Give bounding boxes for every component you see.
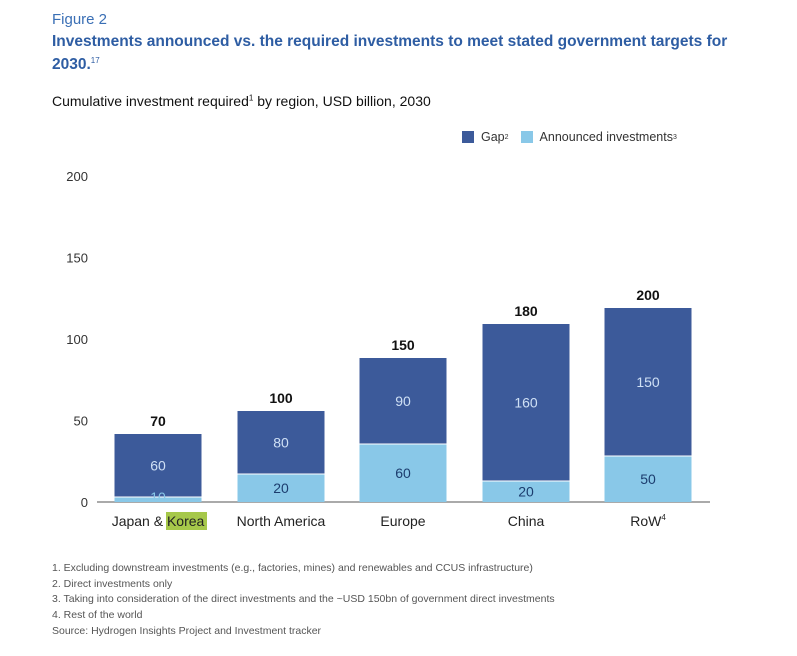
bar-announced-2	[359, 444, 447, 502]
subtitle-main: Cumulative investment required	[52, 93, 249, 109]
legend-label-gap: Gap	[481, 130, 505, 144]
korea-highlight	[166, 512, 207, 530]
bar-label-gap-2: 90	[395, 393, 411, 409]
y-tick-label-0: 0	[81, 495, 88, 510]
bar-gap-4	[604, 308, 692, 456]
stacked-bar-chart: 0 50 100 150 200 60 10 70 80 20 100 90 60 150 160 20 180…	[66, 169, 710, 530]
footnotes: 1. Excluding downstream investments (e.g…	[52, 561, 555, 623]
figure-title-text: Investments announced vs. the required i…	[52, 33, 728, 74]
bar-label-announced-2: 60	[395, 465, 411, 481]
bar-total-3: 180	[514, 303, 538, 319]
x-tick-label-2: Europe	[380, 513, 425, 529]
x-tick-label-4: RoW4	[630, 513, 666, 529]
bar-announced-1	[237, 474, 325, 502]
legend-swatch-announced	[520, 131, 533, 143]
bar-label-gap-1: 80	[273, 435, 289, 451]
y-tick-label-150: 150	[66, 251, 88, 266]
footnote-2: 2. Direct investments only	[52, 577, 173, 590]
footnote-3: 3. Taking into consideration of the dire…	[52, 593, 555, 605]
x-tick-label-0: Japan & Korea	[112, 513, 205, 529]
bar-announced-4	[604, 456, 692, 502]
bar-label-gap-4: 150	[636, 374, 660, 390]
footnote-4: 4. Rest of the world	[52, 608, 143, 621]
figure-label: Figure 2	[52, 11, 108, 28]
legend-item-gap: Gap 2	[462, 130, 509, 144]
legend-footnote-announced: 3	[672, 133, 677, 141]
footnote-1: 1. Excluding downstream investments (e.g…	[52, 562, 533, 574]
bar-announced-0	[114, 497, 202, 502]
x-tick-label-1: North America	[237, 513, 326, 529]
x-tick-label-3: China	[508, 513, 545, 529]
bar-gap-1	[237, 411, 325, 474]
bar-gap-2	[359, 358, 447, 444]
y-tick-label-100: 100	[66, 332, 88, 347]
source-note: Source: Hydrogen Insights Project and In…	[52, 625, 322, 637]
chart-legend: Gap 2 Announced investments 3	[462, 130, 689, 144]
bar-label-announced-0: 10	[150, 489, 166, 505]
legend-item-announced: Announced investments 3	[520, 130, 677, 144]
bar-gap-3	[482, 324, 570, 481]
bar-total-4: 200	[636, 287, 660, 303]
bar-total-1: 100	[269, 390, 293, 406]
bar-label-gap-3: 160	[514, 395, 538, 411]
y-tick-label-50: 50	[74, 414, 88, 429]
legend-footnote-gap: 2	[504, 133, 509, 141]
y-tick-label-200: 200	[66, 169, 88, 184]
legend-label-announced: Announced investments	[539, 130, 673, 144]
bar-label-announced-4: 50	[640, 471, 656, 487]
bar-total-0: 70	[150, 413, 166, 429]
bar-label-announced-1: 20	[273, 480, 289, 496]
chart-subtitle: Cumulative investment required1 by regio…	[52, 93, 431, 109]
bar-total-2: 150	[391, 337, 415, 353]
bar-announced-3	[482, 481, 570, 502]
bar-label-announced-3: 20	[518, 484, 534, 500]
figure-title: Investments announced vs. the required i…	[52, 32, 732, 74]
subtitle-footnote: 1	[248, 93, 254, 103]
legend-swatch-gap	[462, 131, 474, 143]
subtitle-rest: by region, USD billion, 2030	[253, 93, 431, 109]
bar-gap-0	[114, 434, 202, 497]
bar-label-gap-0: 60	[150, 458, 166, 474]
figure-title-footnote: 17	[90, 56, 100, 65]
